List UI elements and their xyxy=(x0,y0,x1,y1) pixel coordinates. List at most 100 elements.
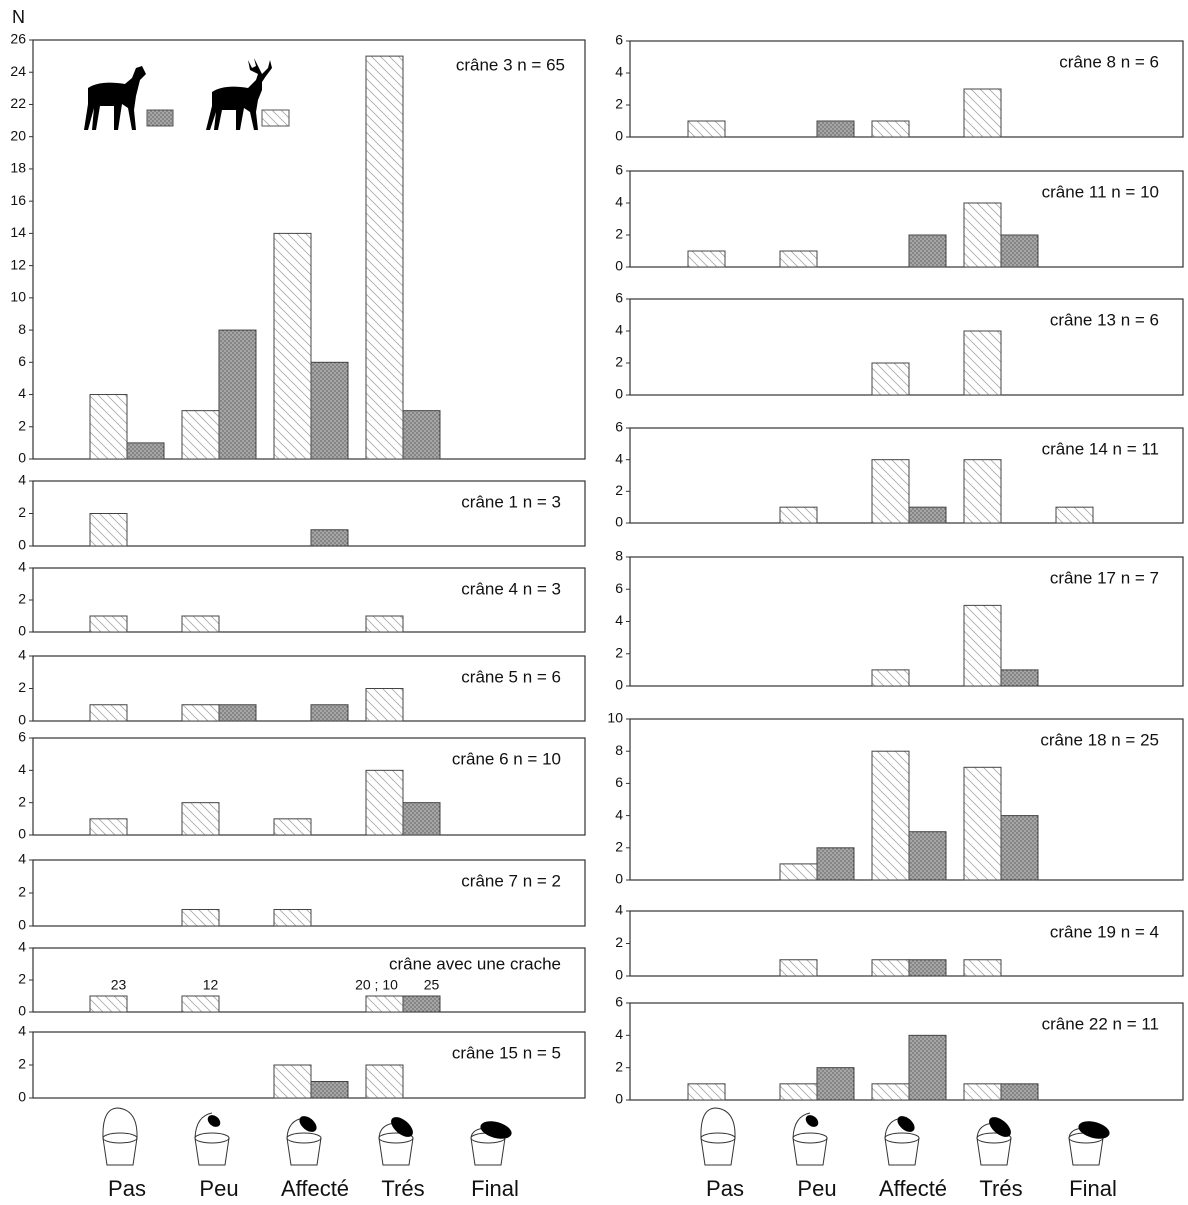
y-tick-label: 6 xyxy=(18,353,26,369)
y-tick-label: 2 xyxy=(18,1056,26,1072)
bucket-dome xyxy=(700,1107,736,1139)
y-tick-label: 2 xyxy=(18,591,26,607)
bar xyxy=(89,394,128,460)
bar xyxy=(181,995,220,1013)
y-tick-label: 8 xyxy=(615,548,623,564)
panel-title: crâne 3 n = 65 xyxy=(456,55,565,74)
bar xyxy=(871,459,910,524)
bucket-dome xyxy=(102,1107,138,1139)
y-tick-label: 10 xyxy=(10,289,26,305)
bucket-icon xyxy=(1068,1121,1110,1166)
y-tick-label: 0 xyxy=(18,826,26,842)
bar xyxy=(310,704,349,722)
bucket-rim xyxy=(976,1132,1012,1144)
legend-swatch xyxy=(146,109,174,127)
y-tick-label: 16 xyxy=(10,192,26,208)
panel-title: crâne 5 n = 6 xyxy=(461,667,561,686)
bar xyxy=(181,615,220,633)
y-tick-label: 4 xyxy=(18,647,26,663)
y-tick-label: 6 xyxy=(615,32,623,48)
bucket-fill xyxy=(480,1121,512,1139)
bucket-rim xyxy=(792,1132,828,1144)
y-tick-label: 4 xyxy=(18,851,26,867)
panel-title: crâne avec une crache xyxy=(389,954,561,973)
y-tick-label: 6 xyxy=(615,994,623,1010)
panel-title: crâne 1 n = 3 xyxy=(461,492,561,511)
bar xyxy=(779,1083,818,1101)
bar xyxy=(779,863,818,881)
value-note: 20 ; 10 xyxy=(355,977,398,993)
y-tick-label: 4 xyxy=(18,939,26,955)
panel-title: crâne 15 n = 5 xyxy=(452,1043,561,1062)
y-tick-label: 4 xyxy=(18,472,26,488)
y-tick-label: 4 xyxy=(18,1023,26,1039)
y-tick-label: 4 xyxy=(615,194,623,210)
y-tick-label: 0 xyxy=(615,1091,623,1107)
bar xyxy=(402,995,441,1013)
bar xyxy=(365,615,404,633)
bar xyxy=(402,802,441,836)
bar xyxy=(310,529,349,547)
y-tick-label: 0 xyxy=(615,677,623,693)
bucket-fill xyxy=(391,1117,413,1137)
bar xyxy=(908,831,947,881)
legend xyxy=(84,58,290,130)
panel-title: crâne 22 n = 11 xyxy=(1042,1014,1159,1033)
panel-title: crâne 7 n = 2 xyxy=(461,871,561,890)
bar xyxy=(687,250,726,268)
bucket-rim xyxy=(286,1132,322,1144)
bar xyxy=(687,120,726,138)
y-tick-label: 2 xyxy=(615,354,623,370)
y-tick-label: 4 xyxy=(615,612,623,628)
bar xyxy=(963,766,1002,881)
legend-swatch xyxy=(261,109,290,127)
bucket-fill xyxy=(989,1117,1011,1137)
bar xyxy=(908,506,947,524)
y-tick-label: 10 xyxy=(607,710,623,726)
x-tick-label: Affecté xyxy=(281,1176,349,1201)
y-tick-label: 0 xyxy=(18,1003,26,1019)
bar xyxy=(687,1083,726,1101)
bucket-icon xyxy=(792,1112,828,1166)
bar xyxy=(779,506,818,524)
y-tick-label: 2 xyxy=(18,417,26,433)
panel-title: crâne 13 n = 6 xyxy=(1050,310,1159,329)
x-tick-label: Pas xyxy=(108,1176,146,1201)
x-tick-label: Final xyxy=(1069,1176,1117,1201)
bar xyxy=(908,1034,947,1101)
bar xyxy=(963,604,1002,687)
bar xyxy=(779,250,818,268)
x-tick-label: Final xyxy=(471,1176,519,1201)
bucket-rim xyxy=(884,1132,920,1144)
bar xyxy=(273,232,312,460)
panel-frame xyxy=(629,170,1184,268)
panel-title: crâne 8 n = 6 xyxy=(1059,52,1159,71)
bucket-body xyxy=(286,1137,322,1166)
bar xyxy=(273,909,312,927)
bucket-dome xyxy=(792,1112,811,1139)
bucket-rim xyxy=(700,1132,736,1144)
y-tick-label: 0 xyxy=(18,917,26,933)
panel-title: crâne 19 n = 4 xyxy=(1050,922,1159,941)
y-tick-label: 0 xyxy=(615,128,623,144)
bucket-fill xyxy=(897,1116,915,1132)
y-tick-label: 2 xyxy=(615,1058,623,1074)
bucket-fill xyxy=(805,1115,819,1127)
bucket-icon xyxy=(884,1116,920,1166)
bucket-icon xyxy=(194,1112,230,1166)
bar xyxy=(273,1064,312,1099)
value-note: 12 xyxy=(203,977,219,993)
bar xyxy=(181,704,220,722)
bar xyxy=(1000,815,1039,881)
bucket-body xyxy=(792,1137,828,1166)
panel-title: crâne 11 n = 10 xyxy=(1042,182,1159,201)
bar xyxy=(89,995,128,1013)
bar xyxy=(871,1083,910,1101)
bar xyxy=(871,750,910,881)
bucket-icon xyxy=(976,1117,1012,1166)
y-tick-label: 8 xyxy=(18,321,26,337)
y-tick-label: 6 xyxy=(615,290,623,306)
y-tick-label: 0 xyxy=(615,514,623,530)
bar xyxy=(779,959,818,977)
